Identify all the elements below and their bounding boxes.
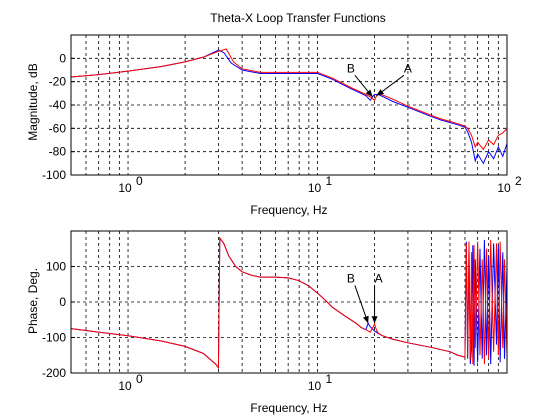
phase-y-tick-label: 0 <box>59 295 66 309</box>
phase-annotation-label: B <box>347 271 355 285</box>
magnitude-annotation-label: B <box>347 61 355 75</box>
phase-y-tick-label: 100 <box>46 260 66 274</box>
chart-title: Theta-X Loop Transfer Functions <box>210 11 385 25</box>
phase-series-line <box>71 236 507 370</box>
magnitude-x-tick-exponent: 2 <box>515 174 522 188</box>
magnitude-x-tick-label: 10 <box>497 181 511 195</box>
phase-x-tick-exponent: 0 <box>136 372 143 386</box>
phase-y-tick-label: -100 <box>42 331 66 345</box>
magnitude-x-tick-label: 10 <box>118 181 132 195</box>
phase-y-axis-label: Phase, Deg. <box>26 268 40 334</box>
magnitude-y-tick-label: -40 <box>49 98 67 112</box>
magnitude-y-tick-label: -20 <box>49 75 67 89</box>
phase-y-tick-label: -200 <box>42 366 66 380</box>
magnitude-axes-frame <box>70 34 508 176</box>
magnitude-annotation-arrowhead <box>376 89 384 96</box>
magnitude-annotation-label: A <box>404 61 412 75</box>
phase-x-tick-label: 10 <box>308 379 322 393</box>
magnitude-y-tick-label: -100 <box>42 168 66 182</box>
magnitude-series-line <box>71 48 507 151</box>
magnitude-y-tick-label: 0 <box>59 51 66 65</box>
phase-x-tick-exponent: 1 <box>326 372 333 386</box>
magnitude-y-axis-label: Magnitude, dB <box>26 63 40 140</box>
magnitude-panel: 0 -20 -40 -60 -80 -100 10 0 10 1 10 2 A B <box>42 34 522 195</box>
phase-series-line <box>71 236 507 370</box>
phase-axes-frame <box>70 230 508 374</box>
magnitude-x-tick-exponent: 0 <box>136 174 143 188</box>
magnitude-y-tick-label: -60 <box>49 121 67 135</box>
phase-annotation-arrowhead <box>362 315 369 324</box>
magnitude-annotation-arrowhead <box>365 89 373 97</box>
magnitude-x-axis-label: Frequency, Hz <box>250 203 327 217</box>
phase-annotation-arrowhead <box>371 316 378 324</box>
phase-x-tick-label: 10 <box>118 379 132 393</box>
magnitude-x-tick-exponent: 1 <box>326 174 333 188</box>
magnitude-series-line <box>71 49 507 165</box>
magnitude-y-tick-label: -80 <box>49 145 67 159</box>
phase-annotation-label: A <box>375 271 383 285</box>
phase-x-axis-label: Frequency, Hz <box>250 401 327 415</box>
magnitude-x-tick-label: 10 <box>308 181 322 195</box>
